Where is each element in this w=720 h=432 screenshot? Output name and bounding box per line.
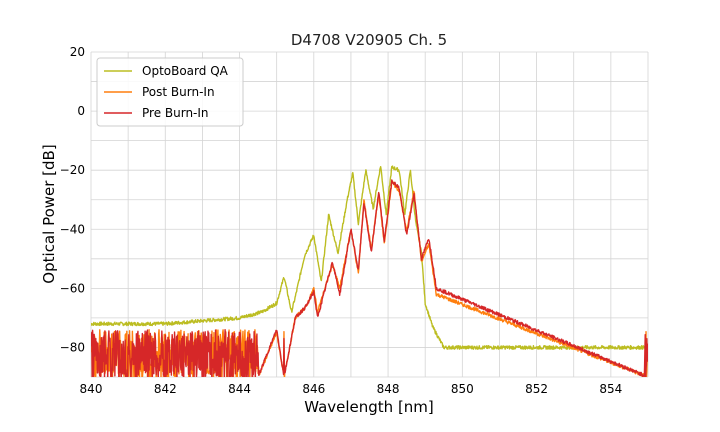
y-tick-label: 0: [77, 104, 85, 118]
y-tick-label: −80: [60, 340, 85, 354]
series-line-optoboard-qa: [91, 165, 648, 350]
legend-label-post-burn-in: Post Burn-In: [142, 85, 215, 99]
chart-title: D4708 V20905 Ch. 5: [291, 31, 447, 49]
x-tick-label: 842: [154, 382, 177, 396]
legend-label-optoboard-qa: OptoBoard QA: [142, 64, 229, 78]
legend: OptoBoard QA Post Burn-In Pre Burn-In: [96, 57, 244, 127]
x-tick-label: 846: [302, 382, 325, 396]
x-tick-label: 852: [525, 382, 548, 396]
series-layer: [91, 165, 648, 377]
y-axis-title: Optical Power [dB]: [40, 144, 58, 283]
x-tick-label: 844: [228, 382, 251, 396]
x-tick-label: 850: [451, 382, 474, 396]
x-tick-label: 848: [377, 382, 400, 396]
x-axis-title: Wavelength [nm]: [304, 398, 434, 416]
y-tick-labels: 20 0 −20 −40 −60 −80: [60, 45, 85, 354]
y-tick-label: −60: [60, 281, 85, 295]
y-tick-label: 20: [70, 45, 85, 59]
series-line-pre-burn-in: [91, 179, 648, 377]
legend-box: [96, 57, 244, 127]
y-tick-label: −20: [60, 163, 85, 177]
y-tick-label: −40: [60, 222, 85, 236]
x-tick-labels: 840 842 844 846 848 850 852 854: [80, 382, 623, 396]
x-tick-label: 840: [80, 382, 103, 396]
x-tick-label: 854: [599, 382, 622, 396]
legend-label-pre-burn-in: Pre Burn-In: [142, 106, 209, 120]
